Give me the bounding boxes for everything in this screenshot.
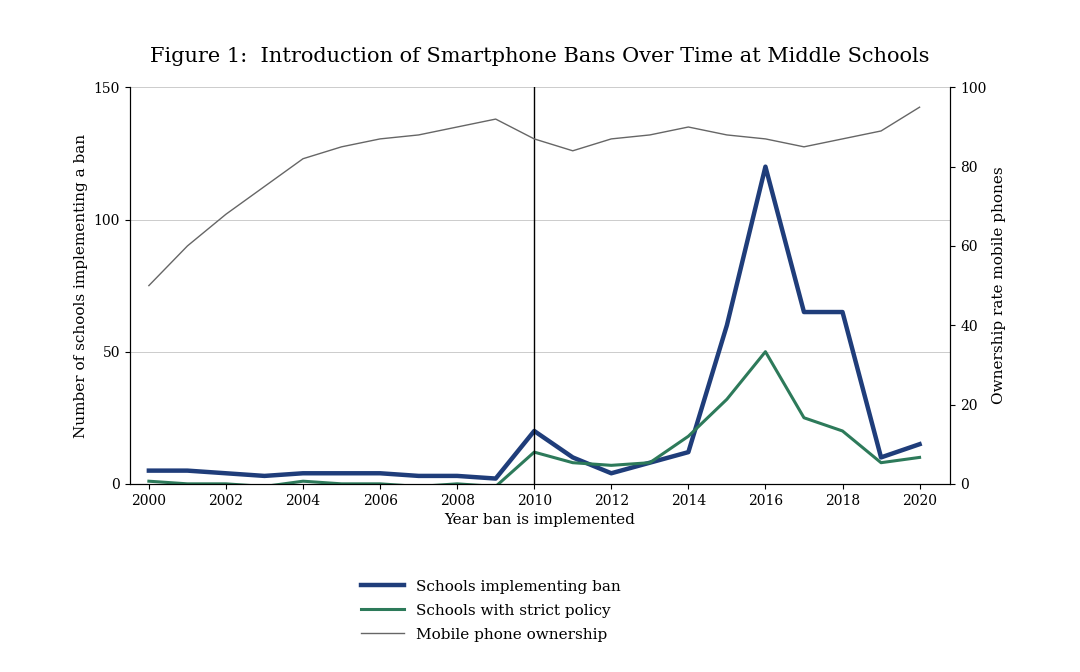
Schools implementing ban: [836, 308, 849, 316]
Mobile phone ownership: [836, 135, 849, 143]
Schools with strict policy: [297, 477, 310, 485]
Mobile phone ownership: [759, 135, 772, 143]
Schools with strict policy: [875, 459, 888, 467]
Mobile phone ownership: [605, 135, 618, 143]
Schools with strict policy: [258, 482, 271, 491]
Mobile phone ownership: [297, 155, 310, 163]
X-axis label: Year ban is implemented: Year ban is implemented: [445, 513, 635, 527]
Schools implementing ban: [720, 321, 733, 329]
Mobile phone ownership: [258, 182, 271, 191]
Schools with strict policy: [797, 414, 810, 422]
Mobile phone ownership: [219, 210, 232, 218]
Mobile phone ownership: [335, 143, 348, 151]
Schools with strict policy: [759, 347, 772, 355]
Schools implementing ban: [297, 469, 310, 477]
Schools with strict policy: [566, 459, 579, 467]
Schools implementing ban: [143, 466, 156, 474]
Schools implementing ban: [181, 466, 194, 474]
Schools implementing ban: [566, 454, 579, 462]
Schools with strict policy: [181, 480, 194, 488]
Line: Mobile phone ownership: Mobile phone ownership: [149, 107, 919, 286]
Mobile phone ownership: [143, 282, 156, 290]
Schools implementing ban: [450, 472, 463, 480]
Schools implementing ban: [528, 427, 541, 435]
Mobile phone ownership: [644, 131, 657, 139]
Schools implementing ban: [759, 163, 772, 171]
Schools with strict policy: [450, 480, 463, 488]
Schools with strict policy: [335, 480, 348, 488]
Schools implementing ban: [489, 474, 502, 482]
Schools with strict policy: [528, 448, 541, 456]
Mobile phone ownership: [720, 131, 733, 139]
Mobile phone ownership: [875, 127, 888, 135]
Schools implementing ban: [605, 469, 618, 477]
Mobile phone ownership: [528, 135, 541, 143]
Schools with strict policy: [644, 459, 657, 467]
Schools with strict policy: [605, 461, 618, 469]
Mobile phone ownership: [566, 146, 579, 155]
Mobile phone ownership: [450, 123, 463, 131]
Line: Schools implementing ban: Schools implementing ban: [149, 167, 919, 478]
Schools implementing ban: [219, 469, 232, 477]
Schools implementing ban: [797, 308, 810, 316]
Mobile phone ownership: [489, 115, 502, 123]
Schools implementing ban: [413, 472, 426, 480]
Schools with strict policy: [720, 395, 733, 403]
Line: Schools with strict policy: Schools with strict policy: [149, 351, 919, 487]
Mobile phone ownership: [913, 103, 926, 111]
Schools with strict policy: [836, 427, 849, 435]
Schools implementing ban: [258, 472, 271, 480]
Schools implementing ban: [374, 469, 387, 477]
Schools implementing ban: [681, 448, 694, 456]
Schools with strict policy: [143, 477, 156, 485]
Schools with strict policy: [219, 480, 232, 488]
Mobile phone ownership: [413, 131, 426, 139]
Schools implementing ban: [335, 469, 348, 477]
Schools with strict policy: [489, 482, 502, 491]
Mobile phone ownership: [681, 123, 694, 131]
Y-axis label: Ownership rate mobile phones: Ownership rate mobile phones: [993, 167, 1007, 405]
Mobile phone ownership: [797, 143, 810, 151]
Text: Figure 1:  Introduction of Smartphone Bans Over Time at Middle Schools: Figure 1: Introduction of Smartphone Ban…: [150, 47, 930, 66]
Schools implementing ban: [913, 440, 926, 448]
Schools with strict policy: [413, 482, 426, 491]
Schools with strict policy: [374, 480, 387, 488]
Mobile phone ownership: [374, 135, 387, 143]
Schools implementing ban: [875, 454, 888, 462]
Schools with strict policy: [681, 432, 694, 440]
Legend: Schools implementing ban, Schools with strict policy, Mobile phone ownership: Schools implementing ban, Schools with s…: [361, 579, 621, 642]
Schools implementing ban: [644, 459, 657, 467]
Mobile phone ownership: [181, 242, 194, 250]
Schools with strict policy: [913, 454, 926, 462]
Y-axis label: Number of schools implementing a ban: Number of schools implementing a ban: [73, 134, 87, 437]
